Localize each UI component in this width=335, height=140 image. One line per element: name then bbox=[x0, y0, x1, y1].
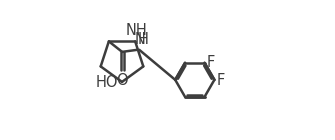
Text: H: H bbox=[138, 32, 149, 47]
Text: O: O bbox=[116, 73, 128, 88]
Text: NH: NH bbox=[125, 23, 147, 38]
Text: HO: HO bbox=[96, 75, 119, 90]
Text: N: N bbox=[135, 32, 146, 47]
Text: F: F bbox=[207, 55, 215, 70]
Text: F: F bbox=[217, 73, 225, 88]
